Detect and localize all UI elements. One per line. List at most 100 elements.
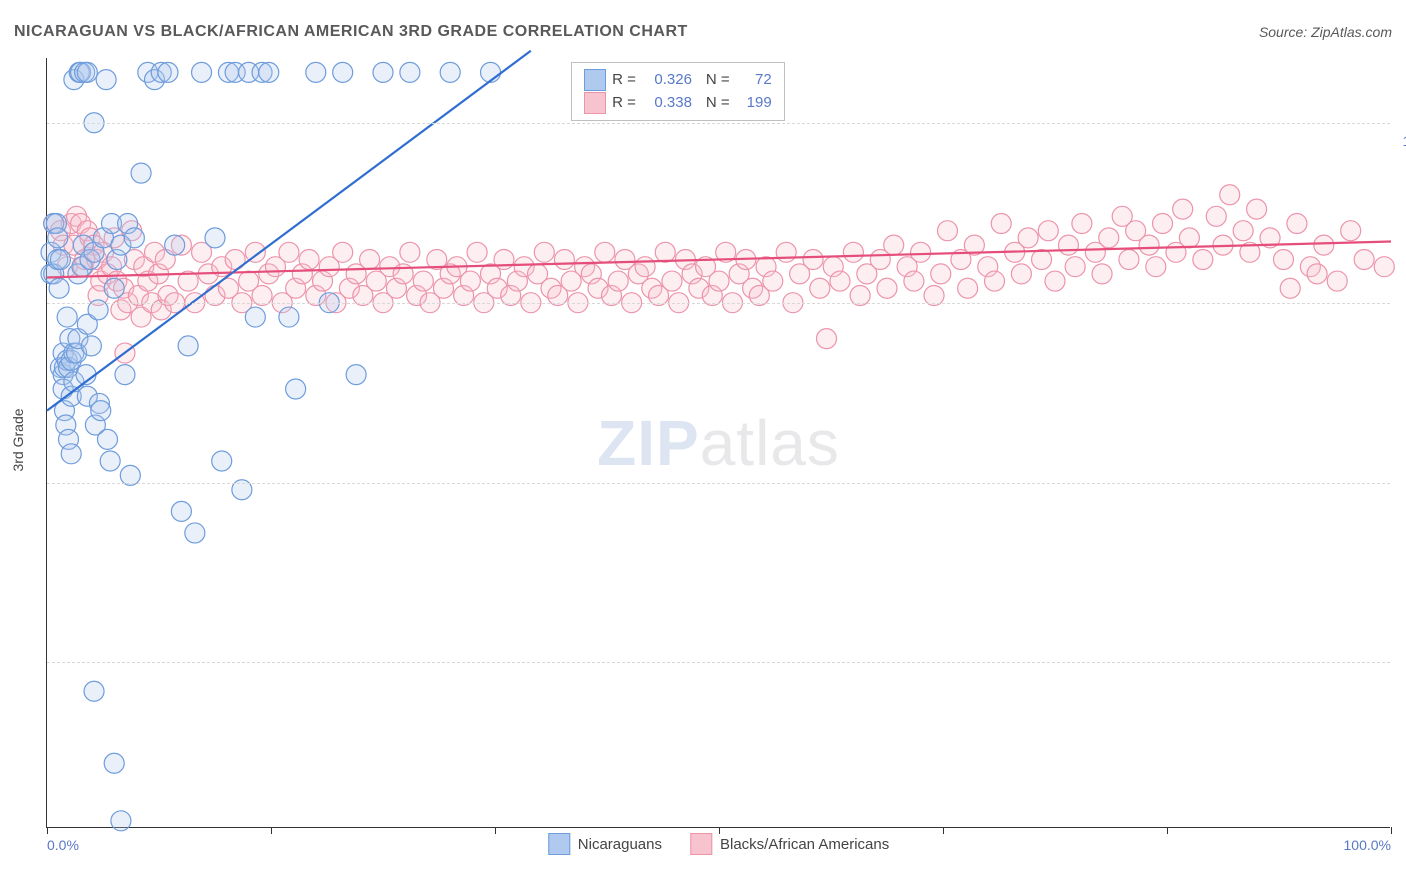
scatter-point bbox=[1247, 199, 1267, 219]
scatter-point bbox=[1314, 235, 1334, 255]
scatter-point bbox=[279, 307, 299, 327]
legend-r-label: R = bbox=[612, 92, 636, 115]
legend-series-label: Blacks/African Americans bbox=[720, 836, 889, 853]
scatter-point bbox=[178, 336, 198, 356]
correlation-legend: R = 0.326 N = 72R =0.338N =199 bbox=[571, 62, 785, 121]
scatter-point bbox=[1193, 249, 1213, 269]
scatter-point bbox=[1092, 264, 1112, 284]
scatter-point bbox=[810, 278, 830, 298]
chart-source: Source: ZipAtlas.com bbox=[1259, 24, 1392, 40]
legend-n-value: 199 bbox=[736, 92, 772, 115]
scatter-point bbox=[1280, 278, 1300, 298]
title-bar: NICARAGUAN VS BLACK/AFRICAN AMERICAN 3RD… bbox=[14, 18, 1392, 46]
scatter-point bbox=[440, 62, 460, 82]
x-tick bbox=[719, 827, 720, 834]
scatter-point bbox=[1354, 249, 1374, 269]
scatter-point bbox=[333, 62, 353, 82]
scatter-point bbox=[115, 365, 135, 385]
scatter-point bbox=[843, 242, 863, 262]
scatter-point bbox=[84, 681, 104, 701]
scatter-point bbox=[709, 271, 729, 291]
scatter-point bbox=[50, 249, 70, 269]
scatter-point bbox=[1153, 214, 1173, 234]
scatter-point bbox=[817, 329, 837, 349]
scatter-point bbox=[1119, 249, 1139, 269]
x-tick-label: 100.0% bbox=[1344, 837, 1391, 853]
legend-swatch bbox=[690, 833, 712, 855]
scatter-point bbox=[1038, 221, 1058, 241]
x-tick bbox=[271, 827, 272, 834]
scatter-point bbox=[104, 753, 124, 773]
scatter-point bbox=[400, 62, 420, 82]
scatter-point bbox=[931, 264, 951, 284]
gridline bbox=[47, 483, 1390, 484]
scatter-point bbox=[400, 242, 420, 262]
legend-row: R =0.338N =199 bbox=[584, 92, 772, 115]
chart-container: NICARAGUAN VS BLACK/AFRICAN AMERICAN 3RD… bbox=[0, 0, 1406, 892]
legend-swatch bbox=[548, 833, 570, 855]
gridline bbox=[47, 303, 1390, 304]
chart-svg bbox=[47, 58, 1390, 827]
scatter-point bbox=[595, 242, 615, 262]
x-tick bbox=[1167, 827, 1168, 834]
scatter-point bbox=[1045, 271, 1065, 291]
scatter-point bbox=[763, 271, 783, 291]
scatter-point bbox=[1374, 257, 1394, 277]
scatter-point bbox=[373, 62, 393, 82]
scatter-point bbox=[346, 365, 366, 385]
legend-swatch bbox=[584, 92, 606, 114]
scatter-point bbox=[81, 336, 101, 356]
y-tick-label: 100.0% bbox=[1403, 133, 1406, 149]
scatter-point bbox=[57, 307, 77, 327]
scatter-point bbox=[96, 70, 116, 90]
scatter-point bbox=[192, 62, 212, 82]
scatter-point bbox=[662, 271, 682, 291]
scatter-point bbox=[165, 235, 185, 255]
scatter-point bbox=[299, 249, 319, 269]
scatter-point bbox=[958, 278, 978, 298]
scatter-point bbox=[911, 242, 931, 262]
scatter-point bbox=[1287, 214, 1307, 234]
scatter-point bbox=[884, 235, 904, 255]
scatter-point bbox=[635, 257, 655, 277]
scatter-point bbox=[937, 221, 957, 241]
scatter-point bbox=[306, 62, 326, 82]
scatter-point bbox=[1173, 199, 1193, 219]
scatter-point bbox=[48, 228, 68, 248]
scatter-point bbox=[245, 242, 265, 262]
legend-r-value: 0.326 bbox=[642, 69, 692, 92]
scatter-point bbox=[205, 228, 225, 248]
legend-series-label: Nicaraguans bbox=[578, 836, 662, 853]
scatter-point bbox=[259, 62, 279, 82]
y-axis-label: 3rd Grade bbox=[10, 408, 26, 471]
scatter-point bbox=[1341, 221, 1361, 241]
scatter-point bbox=[61, 444, 81, 464]
gridline bbox=[47, 662, 1390, 663]
legend-n-value: 72 bbox=[736, 69, 772, 92]
scatter-point bbox=[333, 242, 353, 262]
scatter-point bbox=[212, 451, 232, 471]
scatter-point bbox=[534, 242, 554, 262]
scatter-point bbox=[608, 271, 628, 291]
scatter-point bbox=[991, 214, 1011, 234]
x-tick bbox=[495, 827, 496, 834]
scatter-point bbox=[1233, 221, 1253, 241]
scatter-point bbox=[1018, 228, 1038, 248]
scatter-point bbox=[1273, 249, 1293, 269]
scatter-point bbox=[185, 523, 205, 543]
scatter-point bbox=[1099, 228, 1119, 248]
legend-item: Blacks/African Americans bbox=[690, 833, 889, 855]
scatter-point bbox=[91, 401, 111, 421]
legend-swatch bbox=[584, 69, 606, 91]
scatter-point bbox=[100, 451, 120, 471]
scatter-point bbox=[124, 228, 144, 248]
scatter-point bbox=[97, 429, 117, 449]
legend-row: R =0.326N =72 bbox=[584, 69, 772, 92]
scatter-point bbox=[171, 501, 191, 521]
scatter-point bbox=[77, 62, 97, 82]
scatter-point bbox=[655, 242, 675, 262]
x-tick bbox=[47, 827, 48, 834]
scatter-point bbox=[1011, 264, 1031, 284]
legend-n-label: N = bbox=[706, 69, 730, 92]
scatter-point bbox=[158, 62, 178, 82]
